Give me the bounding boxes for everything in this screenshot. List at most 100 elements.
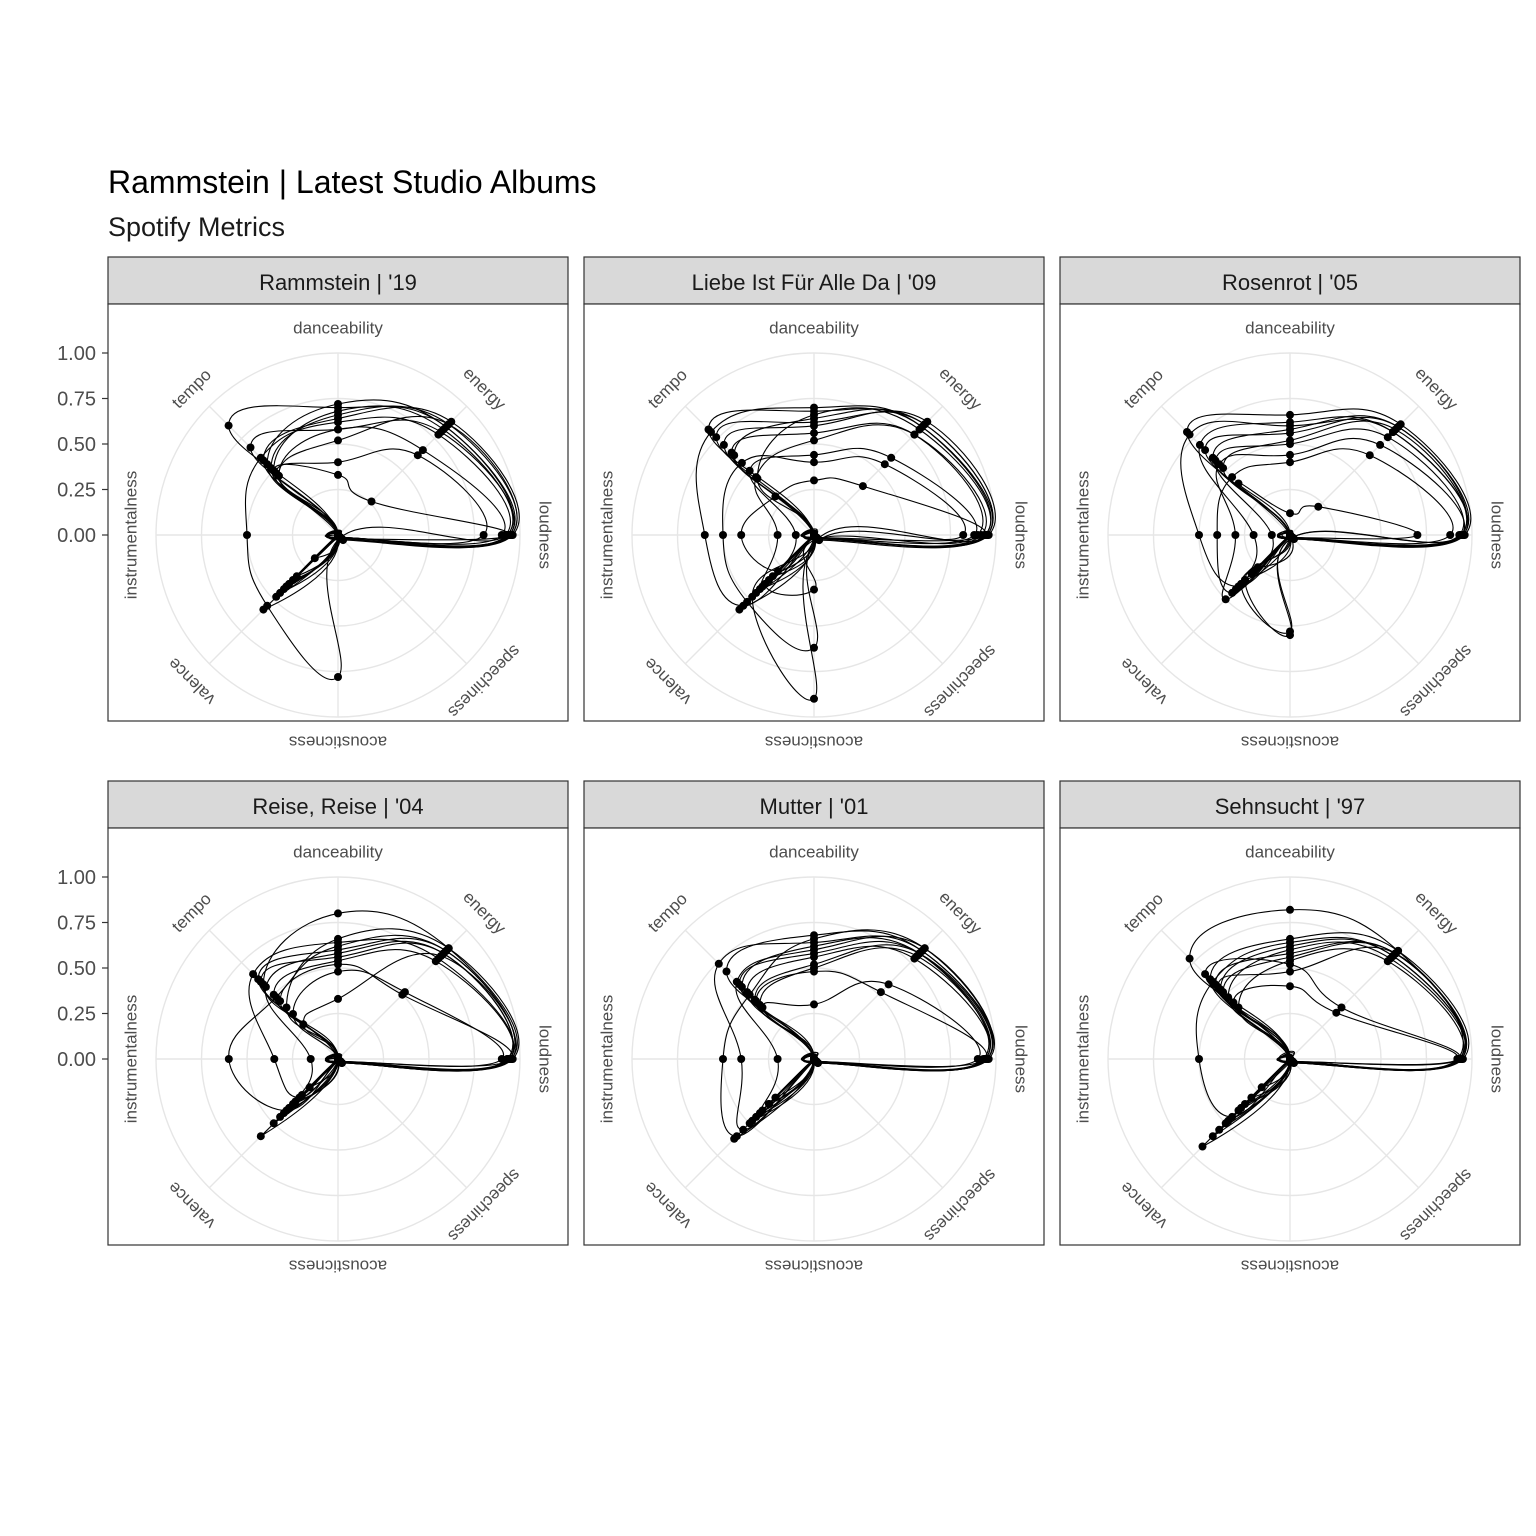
axis-label-danceability: danceability	[293, 319, 383, 338]
track-point	[1383, 433, 1392, 442]
axis-label-instrumentalness: instrumentalness	[1074, 471, 1093, 600]
track-point	[1376, 440, 1385, 449]
track-point	[810, 458, 818, 467]
axis-label-loudness: loudness	[536, 501, 555, 569]
track-point	[434, 430, 443, 439]
track-point	[1198, 1142, 1207, 1151]
chart-title: Rammstein | Latest Studio Albums	[108, 164, 597, 200]
track-point	[256, 1132, 265, 1141]
track-point	[269, 466, 278, 475]
track-point	[1286, 956, 1294, 965]
track-point	[1457, 1055, 1466, 1063]
track-point	[1286, 458, 1294, 467]
track-point	[1201, 446, 1210, 455]
track-point	[1208, 1132, 1217, 1141]
track-point	[279, 1109, 288, 1118]
track-line	[292, 969, 505, 1088]
track-point	[880, 460, 889, 469]
track-point	[1455, 531, 1464, 539]
track-point	[334, 403, 342, 412]
y-tick-label: 0.75	[57, 389, 96, 411]
track-point	[810, 418, 818, 427]
track-point	[334, 531, 342, 539]
track-point	[334, 909, 342, 918]
track-point	[730, 1134, 739, 1143]
track-point	[884, 980, 893, 989]
track-point	[334, 956, 342, 965]
track-point	[810, 953, 818, 962]
grid-spoke	[813, 534, 944, 665]
track-point	[727, 448, 736, 457]
track-point	[497, 1055, 506, 1063]
track-point	[505, 1055, 514, 1063]
track-line	[1222, 420, 1468, 634]
axis-label-loudness: loudness	[1488, 501, 1507, 569]
y-tick-label: 1.00	[57, 343, 96, 365]
grid-spoke	[1289, 1058, 1420, 1189]
track-point	[282, 582, 291, 591]
track-point	[1286, 905, 1294, 914]
track-point	[810, 585, 818, 594]
track-point	[224, 421, 233, 430]
axis-label-instrumentalness: instrumentalness	[598, 471, 617, 600]
facet-strip	[1059, 256, 1521, 305]
track-point	[1241, 576, 1249, 584]
track-point	[1229, 998, 1238, 1007]
track-point	[982, 531, 991, 539]
axis-label-danceability: danceability	[769, 319, 859, 338]
track-point	[437, 952, 445, 960]
axis-label-instrumentalness: instrumentalness	[1074, 995, 1093, 1124]
facet-strip-label: Liebe Ist Für Alle Da | '09	[692, 270, 937, 295]
track-point	[224, 1055, 233, 1063]
track-point	[1231, 585, 1240, 594]
track-point	[413, 451, 422, 460]
track-point	[442, 946, 451, 955]
track-point	[719, 440, 728, 449]
track-point	[249, 970, 258, 979]
track-point	[1394, 422, 1403, 431]
axis-label-loudness: loudness	[536, 1025, 555, 1093]
track-point	[1267, 531, 1276, 539]
track-point	[1286, 1055, 1294, 1063]
track-point	[755, 1000, 764, 1009]
track-point	[810, 407, 818, 416]
track-line	[1232, 984, 1459, 1089]
track-point	[1201, 970, 1210, 979]
facet-panel: Rosenrot | '05danceabilityenergyloudness…	[1059, 256, 1521, 752]
track-point	[1286, 942, 1294, 951]
track-point	[810, 429, 818, 438]
track-point	[1211, 980, 1220, 989]
track-point	[1286, 440, 1294, 448]
facet-strip	[107, 780, 569, 829]
track-point	[1389, 428, 1397, 436]
track-point	[1286, 934, 1294, 943]
track-line	[754, 944, 993, 1114]
track-point	[1391, 949, 1400, 958]
track-point	[479, 531, 488, 539]
facet-strip-label: Sehnsucht | '97	[1215, 794, 1366, 819]
track-point	[447, 417, 456, 426]
track-point	[1249, 531, 1258, 539]
track-point	[1250, 567, 1258, 575]
track-point	[334, 425, 342, 434]
axis-label-loudness: loudness	[1012, 501, 1031, 569]
track-point	[334, 414, 342, 423]
axis-label-loudness: loudness	[1012, 1025, 1031, 1093]
track-point	[431, 957, 440, 966]
axis-label-acousticness: acousticness	[1241, 1257, 1339, 1276]
track-point	[1314, 502, 1323, 511]
track-point	[1337, 1003, 1346, 1012]
track-point	[1383, 957, 1392, 966]
track-point	[1234, 479, 1243, 488]
track-point	[915, 949, 924, 958]
track-point	[1413, 531, 1422, 539]
track-point	[750, 995, 759, 1004]
track-point	[748, 1116, 757, 1125]
axis-label-loudness: loudness	[1488, 1025, 1507, 1093]
track-point	[737, 982, 746, 991]
track-point	[1183, 428, 1191, 436]
facet-strip-label: Reise, Reise | '04	[252, 794, 423, 819]
track-point	[1195, 1055, 1203, 1063]
track-point	[810, 643, 818, 652]
track-point	[1286, 410, 1294, 419]
